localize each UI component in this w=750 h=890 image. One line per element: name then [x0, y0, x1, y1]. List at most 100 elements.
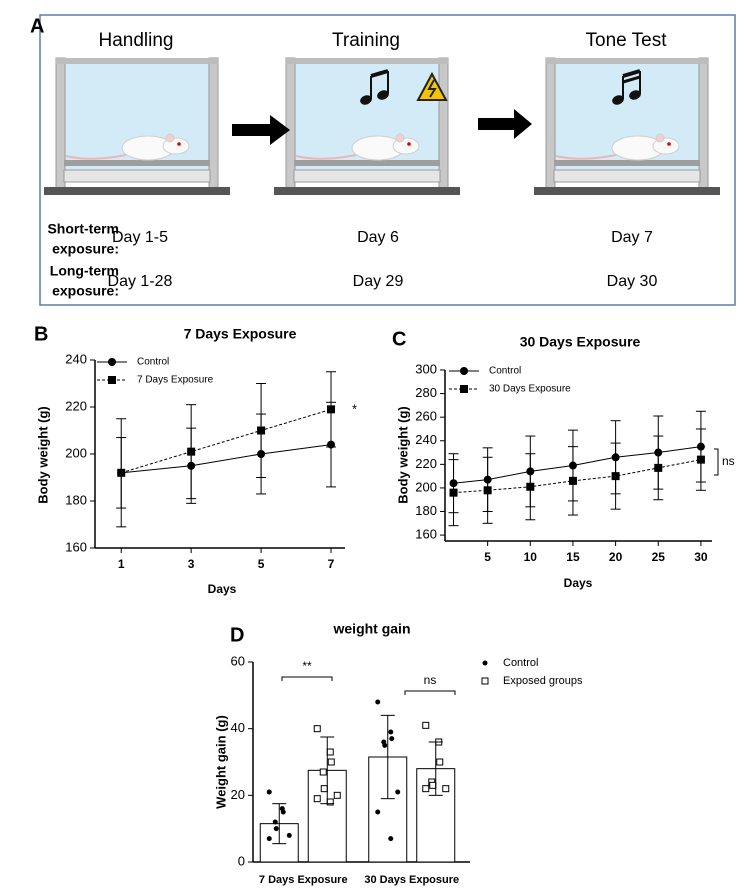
stage-title: Training	[332, 30, 400, 51]
significance-bracket	[404, 690, 456, 695]
point	[429, 781, 437, 789]
cage-floor	[294, 160, 440, 166]
cage-top	[286, 58, 448, 64]
y-axis-label: Body weight (g)	[395, 406, 410, 504]
warning-sign	[416, 71, 448, 101]
day-label: Day 1-28	[108, 273, 173, 290]
day-label: Day 7	[611, 229, 653, 246]
x-tick-label: 10	[524, 550, 538, 564]
chart-title: 7 Days Exposure	[184, 326, 297, 342]
row-label: Short-term	[47, 221, 119, 237]
point	[333, 791, 341, 799]
y-tick-label: 240	[415, 432, 437, 447]
legend-label: Control	[137, 357, 169, 368]
y-tick-label: 160	[65, 539, 87, 554]
note-head	[377, 90, 389, 100]
point	[313, 795, 321, 803]
point	[327, 758, 335, 766]
cage-post	[285, 57, 296, 189]
legend-marker	[108, 376, 116, 384]
y-tick-label: 200	[65, 445, 87, 460]
warning-bolt	[427, 79, 437, 98]
rat-eye	[407, 142, 411, 146]
significance-label: ns	[424, 673, 437, 687]
point	[266, 789, 272, 795]
cage-post	[545, 57, 556, 189]
cage-base	[534, 187, 720, 195]
note-beam	[622, 75, 641, 84]
rat-ear	[395, 133, 405, 143]
point	[382, 742, 388, 748]
x-axis-label: Days	[208, 582, 237, 596]
significance-label: *	[352, 401, 357, 416]
note-head	[629, 90, 641, 100]
day-label: Day 1-5	[112, 229, 168, 246]
day-label: Day 30	[607, 273, 658, 290]
cage-floor	[64, 160, 210, 166]
cage-glass	[63, 61, 211, 178]
point	[313, 725, 321, 733]
marker	[257, 426, 266, 435]
point	[442, 785, 450, 793]
note-beam	[370, 69, 389, 78]
x-tick-label: 25	[652, 550, 666, 564]
cage-top	[56, 58, 218, 64]
panel-label: A	[30, 15, 44, 37]
legend-marker	[481, 677, 489, 685]
marker	[526, 482, 535, 491]
point	[273, 826, 279, 832]
x-tick-label: 7	[328, 557, 335, 571]
y-tick-label: 0	[238, 853, 245, 868]
panel-label: B	[34, 323, 48, 345]
y-tick-label: 20	[231, 787, 245, 802]
y-tick-label: 200	[415, 479, 437, 494]
rat-tail	[295, 154, 357, 160]
row-label: Long-term	[50, 263, 119, 279]
cage-floor	[554, 160, 700, 166]
y-tick-label: 180	[65, 492, 87, 507]
legend-marker	[482, 660, 488, 666]
panel-label: C	[392, 328, 406, 350]
y-tick-label: 240	[65, 351, 87, 366]
y-tick-label: 260	[415, 409, 437, 424]
x-tick-label: 1	[118, 557, 125, 571]
cage-top	[546, 58, 708, 64]
cage-base	[274, 187, 460, 195]
point	[286, 832, 292, 838]
point	[388, 729, 394, 735]
point	[395, 789, 401, 795]
cage-post	[208, 57, 219, 189]
point	[375, 699, 381, 705]
rat-tail	[65, 154, 127, 160]
legend-marker	[460, 385, 468, 393]
x-tick-label: 5	[258, 557, 265, 571]
rat-eye	[177, 142, 181, 146]
legend-marker	[108, 358, 116, 366]
y-tick-label: 220	[65, 398, 87, 413]
rat-eye	[667, 142, 671, 146]
significance-label: **	[302, 659, 312, 673]
marker	[696, 455, 705, 464]
series-line	[121, 408, 332, 474]
y-tick-label: 40	[231, 720, 245, 735]
marker	[187, 447, 196, 456]
day-label: Day 29	[353, 273, 404, 290]
point	[280, 809, 286, 815]
y-tick-label: 160	[415, 527, 437, 542]
point	[266, 836, 272, 842]
x-axis-label: Days	[564, 576, 593, 590]
x-tick-label: 15	[566, 550, 580, 564]
y-tick-label: 180	[415, 503, 437, 518]
marker	[483, 486, 492, 495]
y-axis-label: Body weight (g)	[35, 406, 50, 504]
cage-post	[438, 57, 449, 189]
cage-glass	[293, 61, 441, 178]
legend-label: 7 Days Exposure	[137, 375, 214, 386]
y-tick-label: 220	[415, 456, 437, 471]
panel-label: D	[230, 624, 244, 646]
cage-rail	[63, 169, 211, 183]
arrow	[478, 109, 532, 139]
rat-ear	[655, 133, 665, 143]
stage-title: Handling	[99, 30, 174, 51]
